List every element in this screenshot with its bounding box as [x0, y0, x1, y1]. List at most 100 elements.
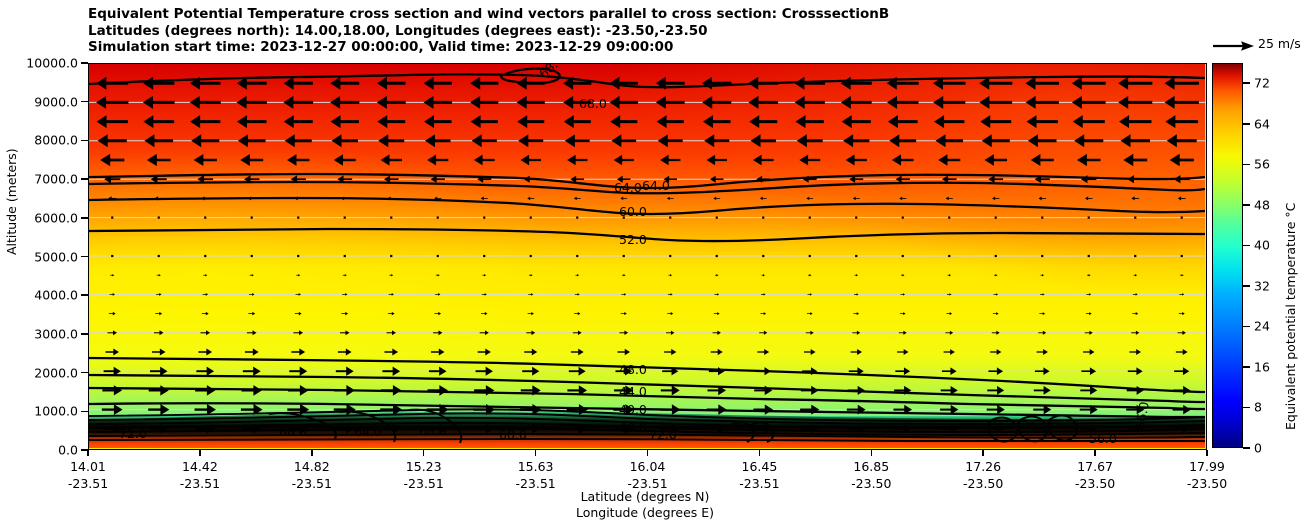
wind-vector-head	[1026, 115, 1037, 129]
x-axis-tick-label: 17.99 -23.50	[1187, 459, 1227, 491]
wind-vector-head	[811, 385, 819, 396]
wind-vector-head	[113, 330, 117, 336]
wind-vector-head	[253, 423, 262, 434]
wind-vector-head	[857, 424, 865, 434]
wind-vector-head	[1071, 95, 1082, 109]
y-axis-tick	[81, 217, 88, 219]
x-axis-tick-label: 17.67 -23.50	[1075, 459, 1115, 491]
y-axis-tick-label: 2000.0	[34, 365, 78, 381]
wind-vector-head	[377, 115, 388, 129]
wind-vector-head	[997, 386, 1005, 395]
x-axis-longitude-label: -23.50	[1186, 476, 1228, 491]
wind-vector-dot	[483, 254, 486, 258]
wind-vector-head	[1072, 115, 1083, 129]
wind-vector-head	[330, 76, 341, 90]
wind-vector-head	[438, 311, 442, 316]
wind-vector-head	[945, 196, 949, 201]
wind-vector-dot	[855, 254, 858, 258]
wind-vector-head	[437, 274, 440, 277]
wind-vector-head	[938, 154, 948, 166]
y-axis-tick-label: 8000.0	[34, 132, 78, 148]
wind-vector-head	[439, 385, 448, 396]
wind-vector-head	[485, 385, 495, 396]
wind-vector-head	[709, 175, 716, 183]
wind-vector-dot	[390, 216, 393, 219]
y-axis-tick-label: 9000.0	[34, 94, 78, 110]
title-subline-times: Simulation start time: 2023-12-27 00:00:…	[88, 39, 674, 55]
wind-vector-dot	[715, 216, 718, 219]
chart-title-block: Equivalent Potential Temperature cross s…	[88, 6, 1188, 56]
wind-vector-head	[704, 134, 715, 148]
wind-vector-head	[717, 330, 721, 335]
wind-vector-head	[1135, 274, 1138, 277]
arrow-right-icon	[1213, 41, 1254, 51]
contour-label-60: 60.0	[619, 204, 647, 219]
wind-vector-dot	[669, 216, 672, 219]
wind-vector-head	[392, 330, 396, 336]
wind-vector-head	[624, 348, 630, 356]
wind-vector-head	[563, 115, 574, 129]
wind-vector-head	[206, 366, 215, 376]
wind-vector-head	[252, 330, 257, 336]
wind-vector-head	[904, 404, 913, 415]
wind-vector-head	[578, 348, 584, 356]
wind-vector-head	[252, 311, 256, 316]
wind-vector-head	[796, 134, 807, 148]
wind-vector-dot	[250, 254, 253, 258]
wind-vector-head	[718, 367, 725, 376]
colorbar-tick-label: 48	[1254, 197, 1270, 213]
wind-vector-head	[981, 134, 992, 148]
wind-vector-head	[713, 196, 717, 201]
wind-vector-head	[1042, 293, 1045, 296]
wind-vector-head	[810, 293, 813, 296]
wind-vector-head	[154, 196, 159, 201]
wind-vector-head	[345, 348, 352, 356]
wind-vector-head	[670, 312, 674, 316]
x-axis-tick-label: 14.42 -23.51	[180, 459, 220, 491]
wind-vector-dot	[1134, 254, 1137, 258]
wind-vector-head	[799, 154, 809, 166]
wind-vector-head	[527, 196, 531, 201]
wind-vector-head	[856, 312, 860, 316]
wind-vector-head	[1164, 95, 1175, 109]
y-axis-tick	[81, 294, 88, 296]
x-axis-tick	[534, 450, 537, 456]
wind-vector-head	[290, 175, 298, 184]
contour-label-s5: 68.0	[499, 427, 527, 442]
wind-vector-head	[518, 134, 529, 148]
wind-vector-head	[1173, 175, 1181, 184]
wind-vector-head	[889, 134, 900, 148]
x-axis-tick-label: 14.01 -23.51	[68, 459, 108, 491]
wind-vector-head	[142, 95, 153, 109]
y-axis-tick	[81, 371, 88, 374]
x-axis-latitude-label: 14.01	[70, 459, 106, 474]
wind-vector-head	[997, 404, 1005, 415]
wind-vector-head	[996, 367, 1004, 376]
y-axis-tick	[81, 333, 88, 335]
wind-vector-head	[158, 274, 161, 277]
contour-label-44: 44.0	[619, 384, 647, 399]
wind-vector-head	[950, 367, 957, 376]
wind-vector-head	[485, 348, 491, 356]
wind-vector-head	[988, 175, 995, 184]
wind-vector-dot	[204, 254, 207, 258]
wind-vector-head	[531, 293, 534, 296]
colorbar	[1212, 63, 1243, 448]
colorbar-tick	[1243, 244, 1250, 247]
wind-vector-head	[750, 134, 761, 148]
wind-vector-head	[748, 95, 759, 109]
x-axis-tick-label: 16.04 -23.51	[627, 459, 667, 491]
wind-vector-head	[702, 76, 713, 90]
wind-vector-head	[484, 274, 487, 277]
wind-vector-head	[344, 274, 347, 277]
x-axis-tick	[1094, 450, 1096, 456]
wind-vector-head	[112, 274, 115, 277]
wind-vector-head	[197, 175, 204, 184]
wind-vector-head	[1182, 348, 1188, 356]
wind-vector-head	[609, 95, 620, 109]
wind-vector-dot	[204, 216, 207, 219]
wind-vector-head	[425, 134, 436, 148]
wind-vector-head	[283, 115, 294, 129]
wind-vector-head	[484, 311, 488, 316]
wind-vector-head	[625, 385, 634, 396]
